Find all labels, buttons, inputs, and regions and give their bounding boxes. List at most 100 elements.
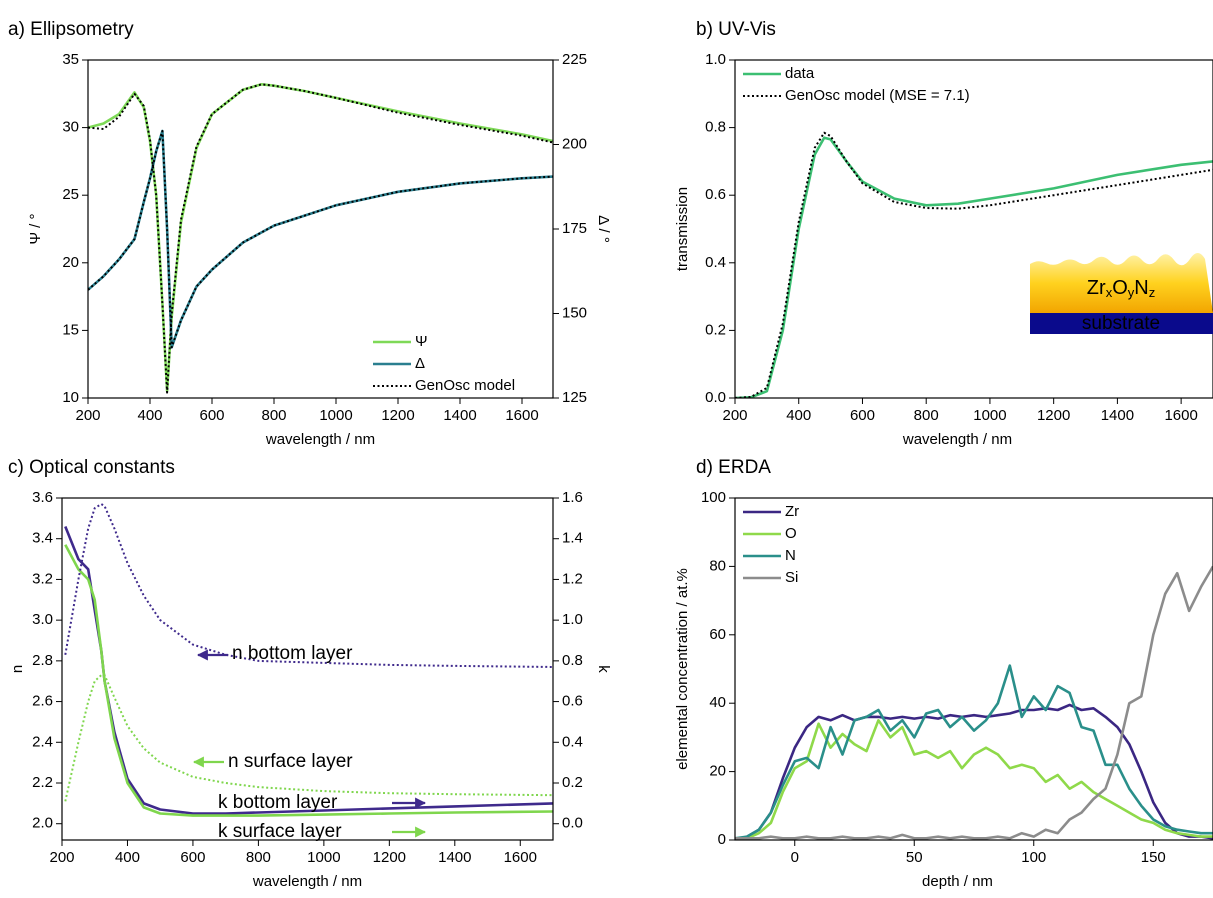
y2-tick-label: 0.6	[562, 693, 583, 710]
x-tick-label: 100	[1021, 849, 1046, 866]
x-tick-label: 200	[49, 849, 74, 866]
x-axis-label: wavelength / nm	[902, 431, 1012, 448]
layer-label-part: Zr	[1087, 277, 1106, 299]
data-line	[735, 565, 1213, 840]
y-axis-label: Ψ / °	[27, 213, 44, 244]
panel: d) ERDA 0 50 100 150 0 20 40 60 80 100 depth / nm el…	[674, 457, 1213, 890]
x-axis-label: depth / nm	[922, 873, 993, 890]
x-tick-label: 50	[906, 849, 923, 866]
legend-label: Zr	[785, 503, 799, 520]
legend-label: Si	[785, 569, 798, 586]
legend-label: Δ	[415, 355, 425, 372]
panel-title: c) Optical constants	[8, 457, 175, 478]
y-tick-label: 3.0	[32, 611, 53, 628]
y-tick-label: 60	[709, 626, 726, 643]
x-tick-label: 600	[850, 407, 875, 424]
x-tick-label: 800	[914, 407, 939, 424]
legend-label: GenOsc model	[415, 377, 515, 394]
y2-tick-label: 125	[562, 389, 587, 406]
substrate-label: substrate	[1082, 313, 1160, 334]
film-layer	[1030, 253, 1213, 313]
y-axis-label: n	[9, 665, 26, 673]
panel-title: a) Ellipsometry	[8, 19, 134, 40]
x-tick-label: 1200	[1037, 407, 1070, 424]
x-tick-label: 400	[115, 849, 140, 866]
x-tick-label: 1600	[505, 407, 538, 424]
y-tick-label: 0	[718, 831, 726, 848]
legend-label: data	[785, 65, 815, 82]
x-tick-label: 1000	[973, 407, 1006, 424]
plot-frame	[87, 59, 554, 399]
annotation: n bottom layer	[232, 643, 353, 664]
y2-tick-label: 0.8	[562, 652, 583, 669]
y-tick-label: 3.4	[32, 530, 53, 547]
x-tick-label: 800	[246, 849, 271, 866]
layer-label: ZrxOyNz	[1087, 277, 1155, 300]
x-tick-label: 1000	[307, 849, 340, 866]
x-axis-label: wavelength / nm	[252, 873, 362, 890]
plot-frame	[61, 497, 554, 841]
x-tick-label: 1400	[443, 407, 476, 424]
x-tick-label: 150	[1141, 849, 1166, 866]
y-tick-label: 0.2	[705, 321, 726, 338]
data-line	[735, 719, 1213, 840]
y-tick-label: 2.8	[32, 652, 53, 669]
data-line	[88, 129, 553, 349]
y2-tick-label: 1.2	[562, 570, 583, 587]
legend-label: Ψ	[415, 333, 428, 350]
x-tick-label: 1000	[319, 407, 352, 424]
series-group	[88, 83, 553, 394]
inset: ZrxOyNz substrate	[1030, 253, 1213, 334]
x-axis-label: wavelength / nm	[265, 431, 375, 448]
y-axis-label: transmission	[674, 187, 691, 271]
y-tick-label: 100	[701, 489, 726, 506]
panel-title: b) UV-Vis	[696, 19, 776, 40]
annotation: k bottom layer	[218, 792, 338, 813]
y-tick-label: 20	[62, 254, 79, 271]
x-tick-label: 1200	[381, 407, 414, 424]
data-line	[64, 544, 553, 817]
series-group	[735, 565, 1213, 840]
panel: a) Ellipsometry 200 400 600 800 1000 1200 1400 1…	[8, 19, 612, 448]
layer-label-part: N	[1134, 277, 1148, 299]
plot-frame	[734, 497, 1213, 841]
panel-title: d) ERDA	[696, 457, 771, 478]
panel: b) UV-Vis 200 400 600 800 1000 1200 1400 1600 0.0…	[674, 19, 1213, 448]
y-tick-label: 20	[709, 763, 726, 780]
series-group	[735, 131, 1213, 398]
y-tick-label: 35	[62, 51, 79, 68]
data-line	[88, 83, 553, 394]
x-tick-label: 200	[75, 407, 100, 424]
x-tick-label: 1600	[1164, 407, 1197, 424]
data-line	[735, 131, 1213, 398]
data-line	[64, 674, 553, 802]
y2-tick-label: 1.4	[562, 530, 583, 547]
y-tick-label: 80	[709, 557, 726, 574]
y2-tick-label: 150	[562, 304, 587, 321]
x-tick-label: 200	[722, 407, 747, 424]
y2-tick-label: 0.0	[562, 815, 583, 832]
x-tick-label: 400	[137, 407, 162, 424]
y2-axis-label: Δ / °	[595, 215, 612, 243]
y2-tick-label: 200	[562, 135, 587, 152]
y-tick-label: 30	[62, 119, 79, 136]
data-line	[735, 664, 1213, 840]
panel: c) Optical constants 200 400 600 800 1000 1200…	[8, 457, 612, 890]
x-tick-label: 1400	[1101, 407, 1134, 424]
y-tick-label: 40	[709, 694, 726, 711]
x-tick-label: 600	[180, 849, 205, 866]
y-axis-label: elemental concentration / at.%	[674, 568, 691, 770]
y-tick-label: 3.6	[32, 489, 53, 506]
layer-label-part: z	[1149, 285, 1156, 300]
y-tick-label: 2.6	[32, 693, 53, 710]
data-line	[88, 83, 553, 393]
x-tick-label: 0	[791, 849, 799, 866]
y-tick-label: 2.0	[32, 815, 53, 832]
x-tick-label: 400	[786, 407, 811, 424]
y-tick-label: 15	[62, 321, 79, 338]
legend-label: GenOsc model (MSE = 7.1)	[785, 87, 970, 104]
y-tick-label: 0.0	[705, 389, 726, 406]
y2-tick-label: 1.0	[562, 611, 583, 628]
plot-frame	[734, 59, 1213, 399]
